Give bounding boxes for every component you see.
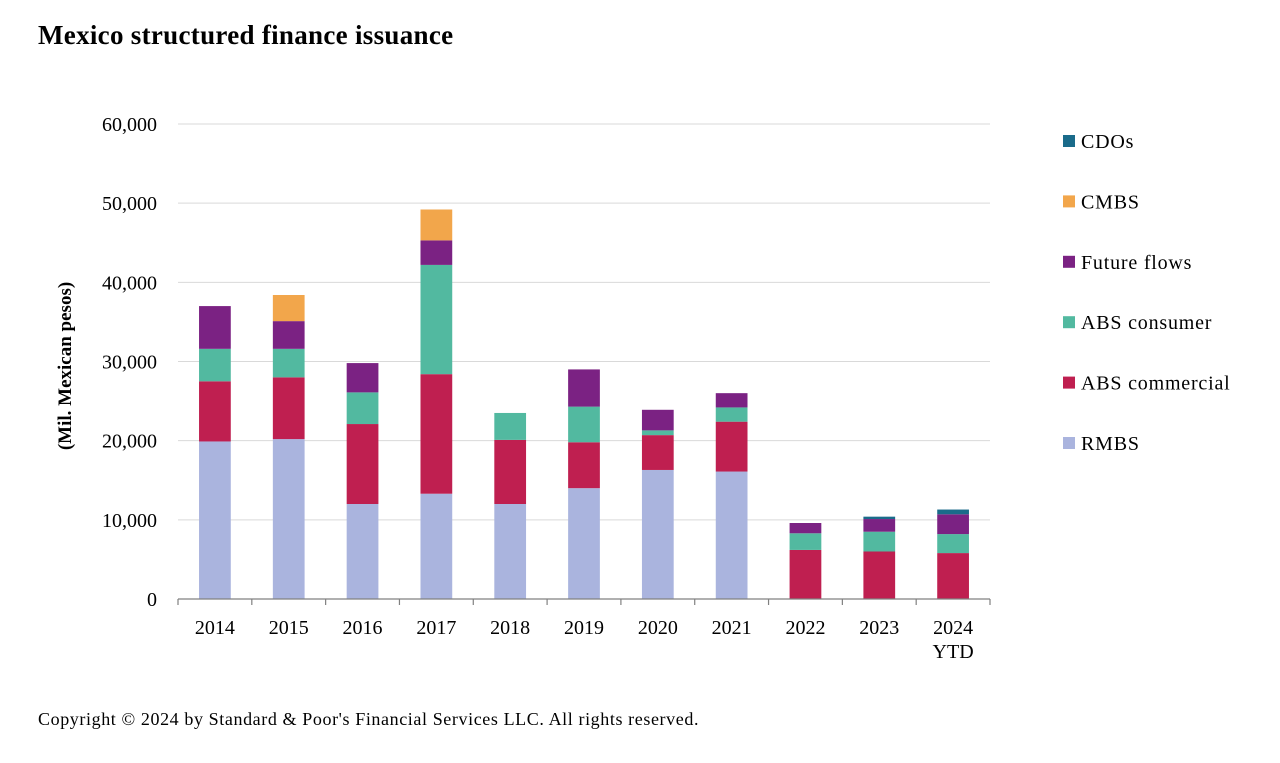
y-tick-label: 20,000 (102, 431, 157, 453)
bar-segment-abs-consumer (420, 264, 453, 375)
bar-segment-future-flows (568, 369, 600, 407)
bar-segment-rmbs (346, 504, 379, 599)
bar-segment-abs-commercial (789, 549, 822, 599)
y-axis: 0 10,000 20,000 30,000 40,000 50,000 60,000 (102, 114, 157, 611)
bar-segment-abs-consumer (346, 392, 379, 425)
bar-segment-abs-commercial (715, 421, 748, 472)
x-tick-label: 2022 (785, 617, 825, 639)
stacked-bar-chart: 0 10,000 20,000 30,000 40,000 50,000 60,000 20… (55, 114, 1231, 663)
y-tick-label: 0 (147, 589, 157, 611)
bar-segment-abs-commercial (937, 553, 969, 599)
legend: CDOs CMBS Future flows ABS consumer ABS comm… (1063, 131, 1231, 455)
legend-swatch (1063, 195, 1075, 208)
bars (199, 209, 969, 599)
legend-swatch (1063, 255, 1075, 268)
bar-segment-future-flows (863, 519, 896, 532)
x-tick-label: 2021 (712, 617, 752, 639)
bar-segment-abs-consumer (789, 533, 822, 550)
bar-segment-abs-consumer (272, 348, 305, 378)
bar-segment-abs-consumer (494, 412, 527, 440)
bar-segment-abs-commercial (420, 374, 453, 494)
x-tick-label: 2019 (564, 617, 604, 639)
bar-segment-future-flows (272, 321, 305, 349)
x-tick-label: 2018 (490, 617, 530, 639)
y-tick-label: 50,000 (102, 193, 157, 215)
bar-segment-rmbs (199, 441, 231, 599)
bar-segment-abs-commercial (568, 442, 600, 489)
y-tick-label: 10,000 (102, 510, 157, 532)
bar-segment-abs-commercial (199, 381, 231, 442)
bar-segment-abs-commercial (494, 439, 527, 504)
bar-segment-abs-commercial (346, 424, 379, 504)
x-tick-label: 2024 YTD (933, 617, 974, 663)
bar-segment-abs-consumer (568, 406, 600, 443)
x-tick-label: 2016 (343, 617, 383, 639)
x-tick-label: 2023 (859, 617, 899, 639)
bar-segment-rmbs (272, 439, 305, 599)
bar-segment-future-flows (715, 393, 748, 408)
x-tick-label: 2014 (195, 617, 235, 639)
chart-title: Mexico structured finance issuance (38, 20, 454, 50)
bar-segment-abs-commercial (272, 377, 305, 440)
y-tick-label: 40,000 (102, 272, 157, 294)
x-axis: 2014 2015 2016 2017 2018 2019 2020 2021 2022 2023… (177, 598, 991, 663)
bar-segment-abs-consumer (199, 348, 231, 382)
bar-segment-rmbs (494, 504, 527, 599)
bar-segment-cdos (863, 516, 896, 520)
bar-segment-future-flows (641, 409, 674, 431)
bar-segment-cdos (937, 509, 969, 515)
legend-label: ABS consumer (1081, 312, 1212, 334)
legend-swatch (1063, 135, 1075, 147)
bar-segment-future-flows (420, 240, 453, 265)
legend-label: RMBS (1081, 433, 1140, 455)
bar-segment-abs-commercial (863, 551, 896, 599)
bar-segment-rmbs (420, 493, 453, 599)
legend-label: Future flows (1081, 252, 1192, 274)
bar-segment-future-flows (937, 514, 969, 535)
bar-segment-cmbs (272, 295, 305, 322)
y-tick-label: 30,000 (102, 352, 157, 374)
bar-segment-abs-commercial (641, 435, 674, 470)
legend-label: CMBS (1081, 191, 1140, 213)
bar-segment-future-flows (199, 306, 231, 349)
legend-swatch (1063, 376, 1075, 389)
copyright-notice: Copyright © 2024 by Standard & Poor's Fi… (38, 709, 700, 729)
bar-segment-rmbs (715, 471, 748, 599)
bar-segment-rmbs (568, 488, 600, 599)
bar-segment-abs-consumer (715, 407, 748, 422)
legend-label: CDOs (1081, 131, 1134, 153)
legend-label: ABS commercial (1081, 373, 1231, 395)
bar-segment-abs-consumer (937, 534, 969, 554)
bar-segment-abs-consumer (641, 430, 674, 436)
y-axis-title: (Mil. Mexican pesos) (55, 282, 76, 450)
bar-segment-future-flows (789, 523, 822, 534)
bar-segment-rmbs (641, 469, 674, 599)
bar-segment-future-flows (346, 363, 379, 393)
bar-segment-abs-consumer (863, 531, 896, 552)
x-tick-label: 2015 (269, 617, 309, 639)
bar-segment-cmbs (420, 209, 453, 241)
legend-swatch (1063, 316, 1075, 329)
x-tick-label: 2020 (638, 617, 678, 639)
legend-swatch (1063, 437, 1075, 449)
y-tick-label: 60,000 (102, 114, 157, 136)
x-tick-label: 2017 (416, 617, 456, 639)
